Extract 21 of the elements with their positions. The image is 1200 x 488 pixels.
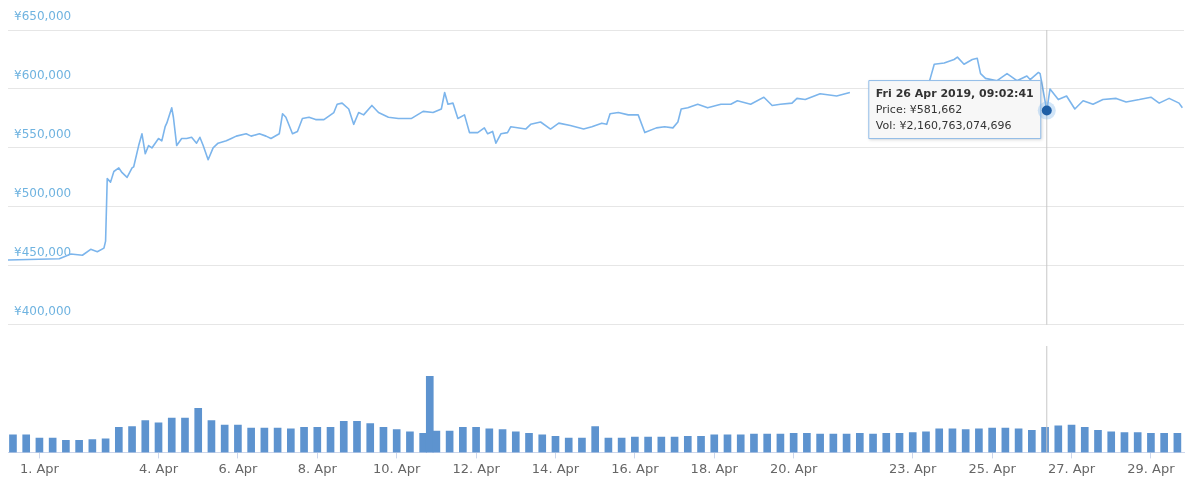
x-tick-label: 14. Apr bbox=[531, 460, 580, 476]
x-tick-label: 1. Apr bbox=[19, 460, 60, 476]
y-tick-label: ¥550,000 bbox=[14, 127, 72, 142]
x-tick-label: 4. Apr bbox=[139, 460, 179, 476]
x-tick-label: 29. Apr bbox=[1127, 460, 1176, 476]
x-tick-label: 25. Apr bbox=[968, 460, 1017, 476]
annotation: Fri 26 Apr 2019, 09:02:41 Price: ¥581,662 Vol: ¥2,160,763,074,696 bbox=[875, 87, 1034, 133]
y-tick-label: ¥500,000 bbox=[14, 186, 72, 201]
x-tick-label: 6. Apr bbox=[218, 460, 259, 476]
y-tick-label: ¥450,000 bbox=[14, 244, 72, 259]
x-tick-label: 18. Apr bbox=[690, 460, 739, 476]
x-tick-label: 16. Apr bbox=[611, 460, 660, 476]
x-tick-label: 8. Apr bbox=[297, 460, 338, 476]
x-tick-label: 12. Apr bbox=[452, 460, 501, 476]
x-tick-label: 23. Apr bbox=[889, 460, 938, 476]
y-tick-label: ¥600,000 bbox=[14, 68, 72, 83]
x-tick-label: 27. Apr bbox=[1047, 460, 1096, 476]
y-tick-label: ¥400,000 bbox=[14, 303, 72, 318]
y-tick-label: ¥650,000 bbox=[14, 9, 72, 24]
x-tick-label: 10. Apr bbox=[373, 460, 421, 476]
x-tick-label: 20. Apr bbox=[770, 460, 818, 476]
